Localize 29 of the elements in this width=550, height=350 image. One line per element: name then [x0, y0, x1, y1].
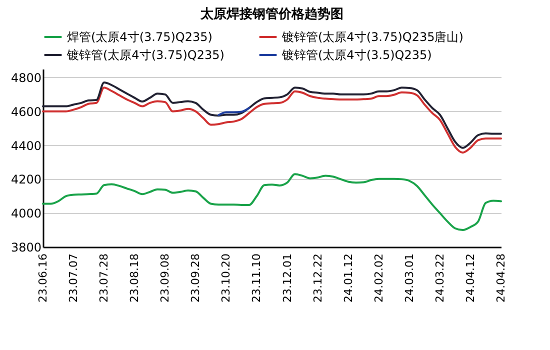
y-tick-label: 4200	[10, 172, 42, 187]
x-tick-label: 24.04.28	[494, 254, 508, 302]
legend-label: 镀锌管(太原4寸(3.5)Q235)	[281, 48, 432, 62]
y-tick-label: 4400	[10, 138, 42, 153]
y-tick-label: 4600	[10, 104, 42, 119]
x-tick-label: 24.03.01	[402, 254, 416, 302]
x-tick-label: 23.07.07	[67, 254, 80, 302]
legend-label: 焊管(太原4寸(3.75)Q235)	[67, 30, 212, 44]
x-tick-label: 24.03.22	[433, 254, 446, 302]
y-tick-label: 4800	[10, 70, 42, 85]
line-series	[218, 106, 250, 116]
x-tick-label: 23.08.18	[128, 254, 142, 302]
legend-label: 镀锌管(太原4寸(3.75)Q235)	[66, 48, 224, 62]
x-tick-label: 23.10.20	[220, 254, 233, 302]
x-tick-label: 24.01.12	[342, 254, 355, 302]
x-tick-label: 24.02.02	[372, 254, 386, 302]
x-tick-label: 23.09.28	[189, 254, 202, 302]
x-tick-label: 23.06.16	[36, 254, 50, 302]
x-tick-label: 23.12.22	[311, 254, 324, 302]
x-tick-label: 23.09.08	[158, 254, 172, 302]
legend-label: 镀锌管(太原4寸(3.75)Q235唐山)	[281, 30, 464, 44]
chart-title: 太原焊接钢管价格趋势图	[200, 6, 344, 22]
x-tick-label: 23.11.10	[250, 254, 264, 302]
x-tick-label: 23.07.28	[98, 254, 111, 302]
y-tick-label: 3800	[10, 240, 42, 254]
y-tick-label: 4000	[10, 206, 42, 221]
x-tick-label: 24.04.12	[464, 254, 477, 302]
x-tick-label: 23.12.01	[280, 254, 294, 302]
line-series	[42, 173, 502, 232]
